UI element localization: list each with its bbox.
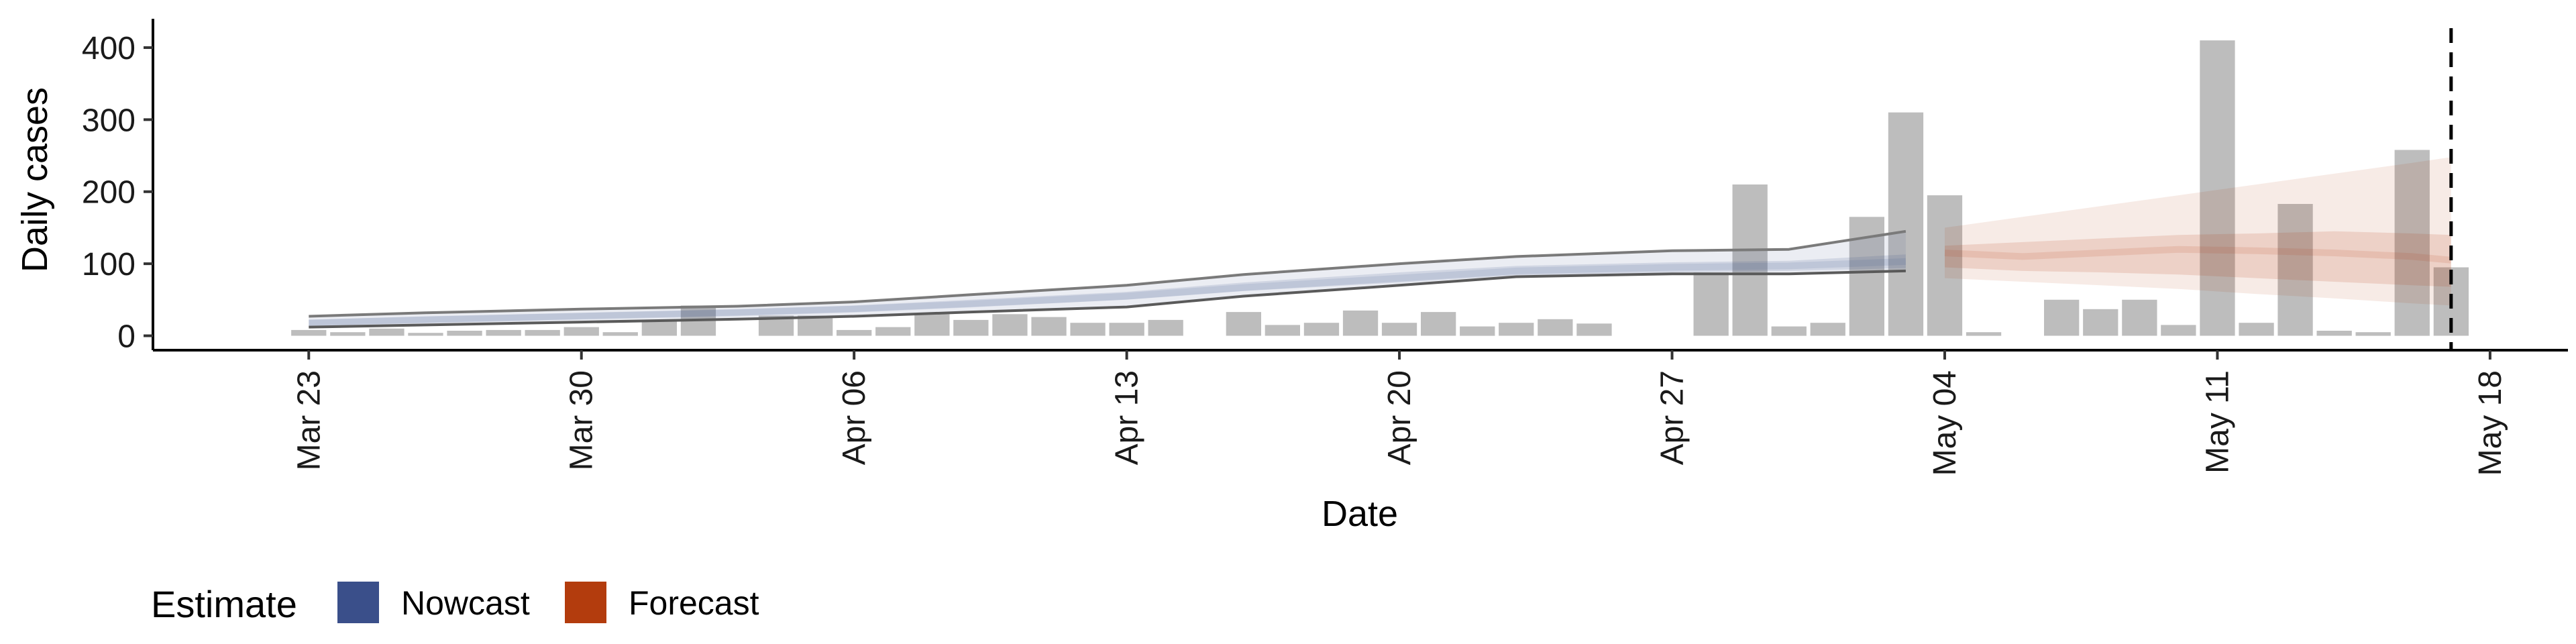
- nowcast-upper-line: [309, 229, 1907, 318]
- bar-2020-05-03: [1888, 112, 1924, 336]
- legend-label-nowcast: Nowcast: [401, 584, 530, 622]
- nowcast-lower-line: [309, 269, 1906, 329]
- plot-panel: [291, 28, 2469, 350]
- x-tick-label: Apr 27: [1655, 370, 1690, 465]
- bar-2020-03-30: [564, 327, 599, 336]
- x-tick-label: Apr 06: [837, 370, 872, 465]
- bar-2020-04-25: [1576, 323, 1612, 336]
- bar-2020-04-10: [992, 314, 1028, 336]
- bar-2020-05-10: [2161, 325, 2196, 336]
- nowcast-median-band: [309, 258, 1907, 327]
- bar-2020-04-28: [1693, 272, 1729, 336]
- x-axis-ticks: Mar 23 Mar 30 Apr 06 Apr 13 Apr 20 Apr 27 May …: [291, 350, 2508, 476]
- bar-2020-04-12: [1070, 323, 1106, 336]
- bar-2020-05-08: [2083, 309, 2118, 336]
- bar-2020-05-14: [2316, 331, 2352, 336]
- bar-2020-04-06: [837, 329, 872, 336]
- legend-label-forecast: Forecast: [629, 584, 759, 622]
- bar-2020-04-13: [1109, 323, 1144, 336]
- bar-2020-03-26: [408, 333, 443, 336]
- bar-2020-05-09: [2122, 299, 2157, 336]
- x-tick-label: Apr 20: [1382, 370, 1417, 465]
- nowcast-ribbon-50: [309, 254, 1906, 326]
- bar-2020-04-20: [1381, 323, 1417, 336]
- bar-2020-04-08: [914, 314, 950, 336]
- bar-2020-03-31: [602, 332, 638, 336]
- bar-2020-04-21: [1421, 312, 1456, 336]
- bar-2020-03-23: [291, 329, 327, 336]
- bar-2020-05-07: [2044, 299, 2080, 336]
- bar-2020-04-07: [875, 327, 911, 336]
- bar-2020-04-18: [1303, 323, 1340, 336]
- bar-2020-04-17: [1265, 325, 1300, 336]
- legend-key-forecast: [565, 582, 606, 623]
- y-tick-label: 400: [82, 31, 136, 66]
- y-tick-label: 300: [82, 103, 136, 138]
- y-axis-title: Daily cases: [15, 87, 55, 272]
- y-tick-label: 200: [82, 175, 136, 211]
- x-tick-label: Mar 30: [564, 370, 600, 470]
- bar-2020-03-25: [369, 328, 405, 336]
- bar-2020-03-24: [330, 332, 366, 336]
- bar-2020-04-30: [1771, 326, 1807, 336]
- x-axis-title: Date: [1322, 494, 1398, 534]
- ribbons-layer: [309, 157, 2452, 329]
- bar-2020-05-15: [2355, 332, 2391, 336]
- bar-2020-04-05: [798, 315, 833, 336]
- legend-key-nowcast: [337, 582, 379, 623]
- forecast-ribbon-90: [1945, 157, 2451, 306]
- bar-2020-04-01: [641, 321, 677, 336]
- forecast-median-band: [1944, 246, 2452, 264]
- x-tick-label: May 18: [2473, 370, 2508, 476]
- bar-2020-03-28: [486, 329, 521, 336]
- bar-2020-05-04: [1927, 195, 1963, 336]
- y-tick-label: 0: [117, 319, 136, 355]
- bar-2020-04-23: [1499, 323, 1534, 336]
- bar-2020-04-29: [1732, 184, 1768, 336]
- bar-2020-05-01: [1810, 323, 1845, 336]
- legend: Estimate Nowcast Forecast: [151, 582, 759, 625]
- bar-2020-03-29: [525, 329, 560, 336]
- bar-2020-04-24: [1538, 319, 1573, 336]
- forecast-ribbon-50: [1945, 231, 2451, 287]
- x-tick-label: May 11: [2200, 370, 2235, 474]
- bar-2020-05-05: [1966, 332, 2002, 336]
- axes: 0 100 200 300 400 Mar 23 Mar 30 Apr 06 Apr 13 Ap…: [82, 19, 2568, 476]
- y-axis-ticks: 0 100 200 300 400: [82, 31, 153, 355]
- x-tick-label: Mar 23: [291, 370, 327, 470]
- bar-2020-04-22: [1460, 326, 1495, 336]
- bar-2020-04-09: [953, 319, 989, 336]
- y-tick-label: 100: [82, 247, 136, 282]
- bars-layer: [291, 40, 2469, 336]
- bar-2020-04-14: [1148, 319, 1183, 336]
- bar-2020-05-13: [2277, 204, 2313, 336]
- x-tick-label: May 04: [1927, 370, 1963, 476]
- bar-2020-05-12: [2239, 323, 2274, 336]
- bar-2020-05-16: [2394, 150, 2430, 336]
- bar-2020-04-16: [1226, 312, 1261, 336]
- bar-2020-03-27: [447, 331, 482, 336]
- bar-2020-05-11: [2200, 40, 2235, 336]
- legend-title: Estimate: [151, 583, 297, 625]
- nowcast-ribbon-90: [309, 231, 1906, 327]
- bar-2020-04-11: [1031, 317, 1067, 336]
- x-tick-label: Apr 13: [1110, 370, 1145, 465]
- bar-2020-04-19: [1342, 310, 1379, 336]
